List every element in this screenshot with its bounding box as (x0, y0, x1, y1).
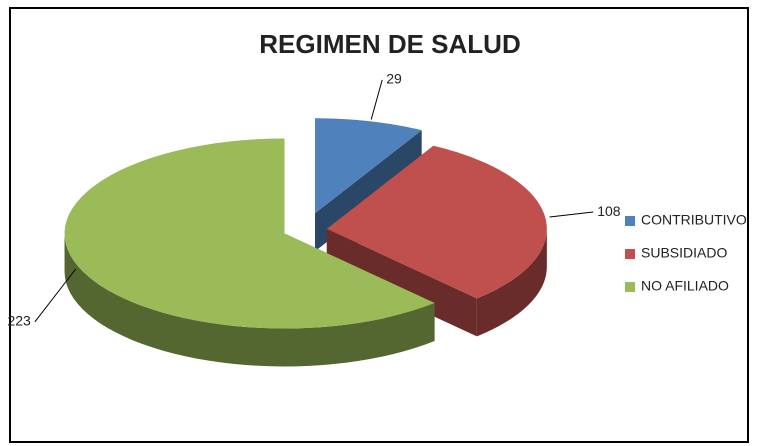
legend-label: NO AFILIADO (641, 278, 729, 294)
chart-title: REGIMEN DE SALUD (259, 29, 520, 59)
slice (64, 138, 435, 329)
slice (315, 118, 422, 214)
data-label: 29 (386, 71, 402, 87)
legend-swatch (625, 216, 635, 226)
legend-label: CONTRIBUTIVO (641, 212, 747, 228)
legend-swatch (625, 282, 635, 292)
data-label: 108 (597, 203, 621, 219)
legend-label: SUBSIDIADO (641, 245, 727, 261)
legend-swatch (625, 249, 635, 259)
slice-wall (64, 233, 435, 367)
slice (326, 145, 547, 299)
slice-side (326, 228, 477, 337)
slice-wall (476, 228, 547, 337)
leader-line (370, 79, 383, 120)
leader-line (34, 268, 77, 323)
leader-line (549, 211, 594, 218)
data-label: 223 (7, 313, 31, 329)
